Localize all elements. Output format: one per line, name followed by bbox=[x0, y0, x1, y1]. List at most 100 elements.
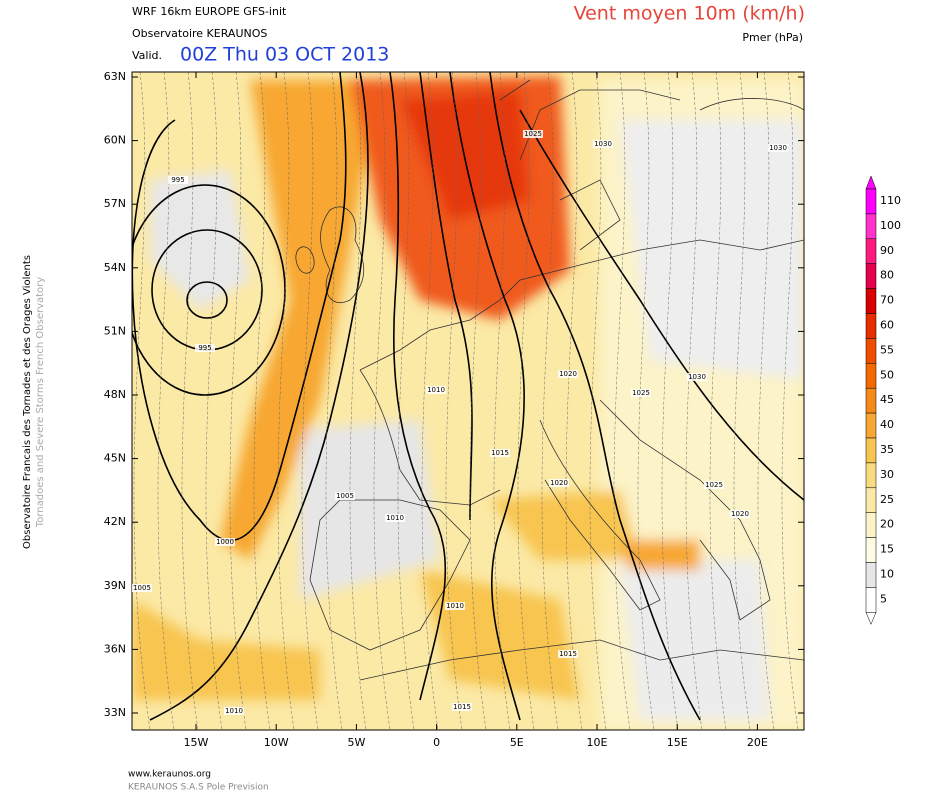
isobar-label-bg bbox=[730, 510, 750, 518]
isobar-label-bg bbox=[704, 481, 724, 489]
isobar-label: 1020 bbox=[559, 370, 577, 378]
lat-tick-label: 39N bbox=[104, 579, 126, 592]
isobar-label-bg bbox=[215, 538, 235, 546]
colorbar-swatch bbox=[865, 462, 877, 489]
colorbar-swatch bbox=[865, 412, 877, 439]
lon-tick-label: 5W bbox=[347, 736, 365, 749]
colorbar-swatch bbox=[865, 263, 877, 289]
colorbar-label: 60 bbox=[880, 319, 894, 332]
colorbar-swatch bbox=[865, 213, 877, 240]
thin-isobar bbox=[685, 72, 703, 730]
isobar-label-bg bbox=[687, 373, 707, 381]
isobar-label-bg bbox=[426, 386, 446, 394]
thin-isobar bbox=[349, 72, 367, 730]
isobar-label: 1025 bbox=[632, 389, 650, 397]
isobar-label: 1025 bbox=[524, 130, 542, 138]
isobar-label: 1000 bbox=[216, 538, 234, 546]
lon-tick-label: 5E bbox=[510, 736, 524, 749]
valid-prefix: Valid. bbox=[132, 49, 162, 62]
thin-isobar bbox=[301, 72, 319, 730]
thin-isobar bbox=[277, 72, 295, 730]
isobar-label: 1020 bbox=[550, 479, 568, 487]
colorbar-cap bbox=[865, 175, 877, 190]
thin-isobar bbox=[565, 72, 583, 730]
isobar-label-bg bbox=[132, 584, 152, 592]
lat-tick-label: 42N bbox=[104, 515, 126, 528]
colorbar-swatch bbox=[865, 363, 877, 389]
colorbar-label: 10 bbox=[880, 568, 894, 581]
colorbar-swatch bbox=[865, 188, 877, 215]
isobar-label: 1005 bbox=[133, 584, 151, 592]
lon-tick-label: 10W bbox=[264, 736, 289, 749]
colorbar-swatch bbox=[865, 562, 877, 588]
lat-tick-label: 48N bbox=[104, 388, 126, 401]
map-frame bbox=[131, 71, 805, 731]
lat-tick-label: 36N bbox=[104, 642, 126, 655]
isobar-label: 1005 bbox=[336, 492, 354, 500]
colorbar-swatch bbox=[865, 512, 877, 538]
isobar-label-bg bbox=[168, 176, 188, 184]
valid-time: 00Z Thu 03 OCT 2013 bbox=[180, 44, 389, 66]
map-subtitle: Pmer (hPa) bbox=[742, 31, 803, 44]
isobar-label: 1010 bbox=[225, 707, 243, 715]
isobar-label-bg bbox=[768, 144, 788, 152]
isobar-label-bg bbox=[490, 449, 510, 457]
thin-isobar bbox=[373, 72, 391, 730]
thin-isobar bbox=[781, 72, 799, 730]
colorbar-swatch bbox=[865, 387, 877, 414]
isobar-label: 1020 bbox=[731, 510, 749, 518]
isobar-label-bg bbox=[549, 479, 569, 487]
lon-tick-label: 15E bbox=[667, 736, 688, 749]
lat-tick-label: 45N bbox=[104, 452, 126, 465]
isobar-label: 1010 bbox=[427, 386, 445, 394]
colorbar-label: 50 bbox=[880, 368, 894, 381]
thin-isobar bbox=[637, 72, 655, 730]
thin-isobar bbox=[733, 72, 751, 730]
colorbar-swatch bbox=[865, 437, 877, 464]
thin-isobar bbox=[205, 72, 223, 730]
colorbar-swatch bbox=[865, 288, 877, 314]
thin-isobar bbox=[469, 72, 487, 730]
thin-isobar bbox=[709, 72, 727, 730]
isobar-label-bg bbox=[195, 344, 215, 352]
lat-tick-label: 51N bbox=[104, 324, 126, 337]
isobar-label-bg bbox=[445, 602, 465, 610]
isobar-label-bg bbox=[335, 492, 355, 500]
footer-url: www.keraunos.org bbox=[128, 770, 211, 780]
thin-isobar bbox=[613, 72, 631, 730]
isobar-label-bg bbox=[631, 389, 651, 397]
colorbar-swatch bbox=[865, 587, 877, 613]
thin-isobar bbox=[253, 72, 271, 730]
thin-isobar bbox=[397, 72, 415, 730]
thin-isobar bbox=[445, 72, 463, 730]
thin-isobar bbox=[541, 72, 559, 730]
colorbar-label: 15 bbox=[880, 543, 894, 556]
colorbar-label: 40 bbox=[880, 418, 894, 431]
colorbar-label: 5 bbox=[880, 592, 887, 605]
thin-isobar bbox=[661, 72, 679, 730]
lat-tick-label: 33N bbox=[104, 706, 126, 719]
colorbar-label: 45 bbox=[880, 393, 894, 406]
colorbar-label: 55 bbox=[880, 343, 894, 356]
isobar-label: 1015 bbox=[453, 703, 471, 711]
thin-isobar bbox=[157, 72, 175, 730]
lat-tick-label: 54N bbox=[104, 261, 126, 274]
thin-isobar bbox=[133, 72, 151, 730]
isobar-label-bg bbox=[385, 514, 405, 522]
side-label-en: Tornadoes and Severe Storms French Obser… bbox=[35, 277, 46, 528]
isobar-label: 1010 bbox=[386, 514, 404, 522]
isobar-label-bg bbox=[593, 140, 613, 148]
colorbar-label: 25 bbox=[880, 493, 894, 506]
isobar-label-bg bbox=[452, 703, 472, 711]
colorbar-swatch bbox=[865, 537, 877, 563]
model-label: WRF 16km EUROPE GFS-init bbox=[132, 5, 287, 18]
thin-isobar bbox=[229, 72, 247, 730]
lon-tick-label: 20E bbox=[747, 736, 768, 749]
colorbar-label: 30 bbox=[880, 468, 894, 481]
lon-tick-label: 10E bbox=[587, 736, 608, 749]
thin-isobar bbox=[181, 72, 199, 730]
thin-isobar bbox=[493, 72, 511, 730]
colorbar-swatch bbox=[865, 313, 877, 339]
